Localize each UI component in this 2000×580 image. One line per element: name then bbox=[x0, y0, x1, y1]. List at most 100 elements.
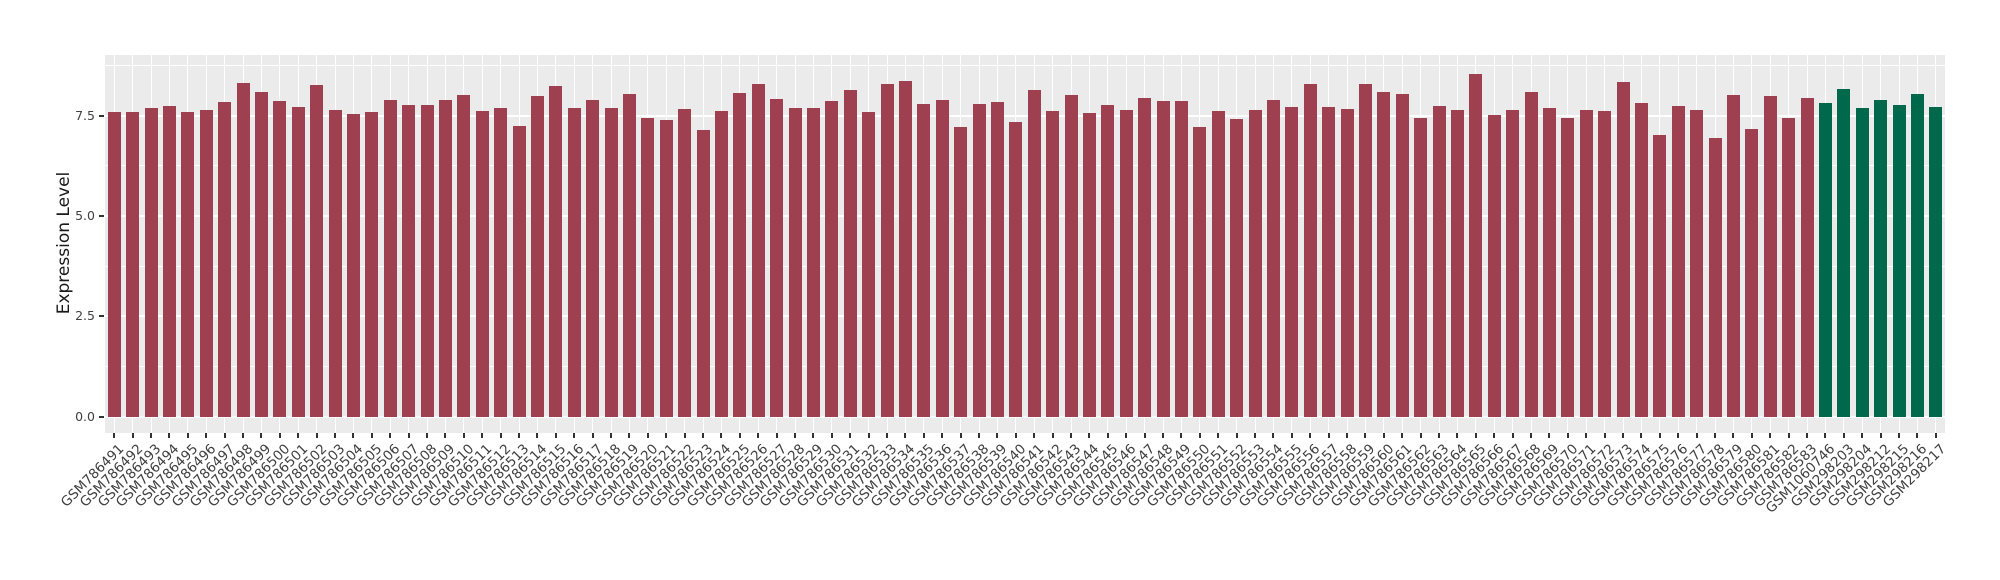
bar-GSM786560 bbox=[1377, 91, 1391, 417]
x-tick-mark bbox=[591, 433, 594, 438]
x-tick-mark bbox=[628, 433, 631, 438]
x-tick-mark bbox=[1217, 433, 1220, 438]
x-tick-mark bbox=[352, 433, 355, 438]
x-tick-mark bbox=[426, 433, 428, 438]
bar-GSM298212 bbox=[1874, 100, 1888, 417]
bar-GSM786532 bbox=[862, 111, 876, 417]
bar-GSM786568 bbox=[1524, 92, 1538, 417]
x-tick-mark bbox=[1548, 433, 1551, 438]
x-tick-mark bbox=[1309, 433, 1312, 438]
bar-GSM786522 bbox=[678, 109, 692, 417]
bar-GSM786499 bbox=[254, 92, 268, 417]
bar-GSM786581 bbox=[1763, 95, 1777, 417]
x-tick-mark bbox=[573, 433, 576, 438]
gridline-major bbox=[105, 315, 1945, 318]
bar-GSM786504 bbox=[346, 114, 360, 417]
x-tick-mark bbox=[1750, 433, 1753, 438]
x-tick-mark bbox=[665, 433, 668, 438]
bar-GSM786494 bbox=[162, 106, 176, 417]
bar-GSM786558 bbox=[1340, 109, 1354, 417]
bar-GSM786503 bbox=[328, 109, 342, 417]
bar-GSM786502 bbox=[310, 84, 324, 417]
y-tick-mark bbox=[99, 214, 104, 217]
bar-GSM786550 bbox=[1193, 127, 1207, 417]
bar-GSM786574 bbox=[1634, 102, 1648, 417]
bar-GSM1060746 bbox=[1818, 102, 1832, 417]
bar-GSM786508 bbox=[420, 104, 434, 417]
bar-GSM786570 bbox=[1561, 118, 1575, 417]
y-tick-label: 2.5 bbox=[75, 308, 95, 324]
bar-GSM786523 bbox=[696, 130, 710, 417]
x-tick-mark bbox=[1162, 433, 1164, 438]
x-tick-mark bbox=[1769, 433, 1772, 438]
bar-GSM786506 bbox=[383, 100, 397, 417]
bar-GSM786561 bbox=[1395, 93, 1409, 417]
bar-GSM786567 bbox=[1506, 109, 1520, 417]
gridline-minor bbox=[105, 265, 1945, 267]
gridline-minor bbox=[105, 165, 1945, 167]
x-tick-mark bbox=[536, 433, 539, 438]
bar-GSM786505 bbox=[365, 112, 379, 417]
x-tick-mark bbox=[1235, 433, 1238, 438]
x-tick-mark bbox=[922, 433, 925, 438]
bar-GSM786491 bbox=[107, 112, 121, 417]
bar-GSM786578 bbox=[1708, 137, 1722, 417]
x-tick-mark bbox=[683, 433, 686, 438]
x-tick-mark bbox=[131, 433, 134, 438]
x-tick-mark bbox=[113, 433, 116, 438]
bar-GSM786543 bbox=[1064, 95, 1078, 417]
bar-GSM786541 bbox=[1027, 90, 1041, 417]
bar-GSM786538 bbox=[972, 103, 986, 417]
x-tick-mark bbox=[1640, 433, 1643, 438]
bar-GSM786497 bbox=[218, 101, 232, 417]
bar-GSM786565 bbox=[1469, 73, 1483, 417]
bar-GSM786519 bbox=[622, 93, 636, 417]
x-tick-mark bbox=[720, 433, 723, 438]
y-tick-mark bbox=[99, 415, 104, 418]
bar-GSM786514 bbox=[530, 95, 544, 417]
bar-GSM786513 bbox=[512, 126, 526, 417]
x-tick-mark bbox=[996, 433, 999, 438]
x-tick-mark bbox=[1530, 433, 1532, 438]
x-tick-mark bbox=[260, 433, 263, 438]
bar-GSM786515 bbox=[549, 85, 563, 417]
x-tick-mark bbox=[1695, 433, 1698, 438]
x-tick-mark bbox=[1474, 433, 1477, 438]
x-tick-mark bbox=[1106, 433, 1109, 438]
x-tick-mark bbox=[738, 433, 741, 438]
bar-GSM786556 bbox=[1303, 83, 1317, 417]
bar-GSM786512 bbox=[494, 108, 508, 417]
bar-GSM786511 bbox=[475, 111, 489, 417]
gridline-major bbox=[105, 214, 1945, 217]
bar-GSM298216 bbox=[1910, 93, 1924, 417]
bar-GSM786520 bbox=[641, 118, 655, 417]
x-tick-mark bbox=[518, 433, 520, 438]
bar-GSM786536 bbox=[935, 99, 949, 417]
x-tick-mark bbox=[297, 433, 300, 438]
x-tick-mark bbox=[1511, 433, 1514, 438]
x-tick-mark bbox=[1824, 433, 1827, 438]
x-tick-mark bbox=[1714, 433, 1716, 438]
bar-GSM786500 bbox=[273, 100, 287, 417]
bar-GSM786527 bbox=[770, 98, 784, 417]
bar-GSM786572 bbox=[1598, 110, 1612, 417]
x-tick-mark bbox=[757, 433, 760, 438]
x-tick-mark bbox=[1934, 433, 1937, 438]
x-tick-mark bbox=[407, 433, 410, 438]
x-tick-mark bbox=[646, 433, 649, 438]
x-tick-mark bbox=[904, 433, 907, 438]
x-tick-mark bbox=[849, 433, 852, 438]
bar-GSM786533 bbox=[880, 84, 894, 417]
x-tick-mark bbox=[1622, 433, 1624, 438]
bar-GSM786573 bbox=[1616, 82, 1630, 417]
x-tick-mark bbox=[150, 433, 152, 438]
x-tick-mark bbox=[1070, 433, 1072, 438]
x-tick-mark bbox=[1732, 433, 1735, 438]
x-tick-mark bbox=[1346, 433, 1348, 438]
x-tick-mark bbox=[1879, 433, 1882, 438]
gridline-major bbox=[105, 415, 1945, 418]
bar-GSM786516 bbox=[567, 108, 581, 417]
bar-GSM786542 bbox=[1046, 111, 1060, 417]
x-tick-mark bbox=[1198, 433, 1201, 438]
x-tick-mark bbox=[1033, 433, 1036, 438]
